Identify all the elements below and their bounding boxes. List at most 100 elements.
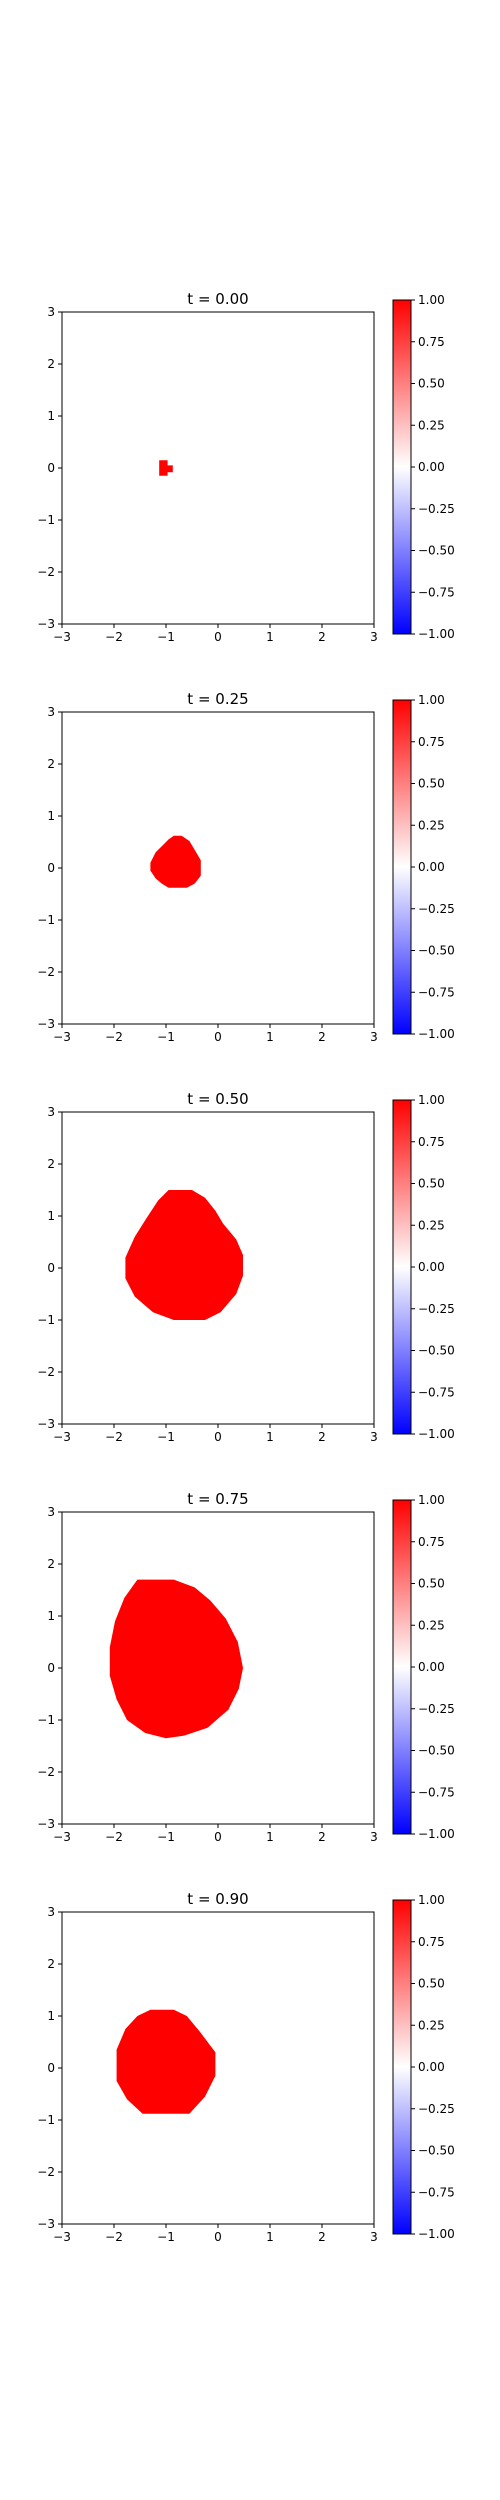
y-tick-label: 1	[47, 2009, 55, 2023]
x-tick-label: 0	[214, 1030, 222, 1044]
subplot-panels: t = 0.00 −3 −2 −1 0 1 2 3 −3 −2 −1 0 1 2 3 1.00 0.75 0.50…	[37, 290, 454, 2244]
colorbar-tick-label: 0.75	[418, 735, 445, 749]
x-tick-label: 0	[214, 1830, 222, 1844]
y-tick-label: 0	[47, 461, 55, 475]
x-tick-label: 2	[318, 1030, 326, 1044]
colorbar-tick-label: −0.50	[418, 1344, 455, 1358]
colorbar-tick-label: 0.00	[418, 2060, 445, 2074]
colorbar-tick-label: 1.00	[418, 1093, 445, 1107]
colorbar-tick-label: −0.25	[418, 1302, 455, 1316]
subplot-title: t = 0.90	[187, 1890, 248, 1908]
colorbar-tick-label: 0.00	[418, 460, 445, 474]
y-tick-label: 3	[47, 1105, 55, 1119]
x-tick-label: 2	[318, 1830, 326, 1844]
colorbar-tick-label: 1.00	[418, 1493, 445, 1507]
colorbar-tick-label: −1.00	[418, 1827, 455, 1841]
plot-area	[62, 712, 374, 1024]
heatmap-region	[150, 835, 201, 888]
x-tick-label: 0	[214, 1430, 222, 1444]
x-tick-label: 3	[370, 1830, 378, 1844]
x-tick-label: 3	[370, 630, 378, 644]
colorbar-tick-label: −0.75	[418, 2185, 455, 2199]
colorbar-tick-label: −1.00	[418, 627, 455, 641]
colorbar-tick-label: 0.50	[418, 377, 445, 391]
colorbar-tick-label: 1.00	[418, 293, 445, 307]
subplot-title: t = 0.75	[187, 1490, 248, 1508]
heatmap-region	[109, 1579, 243, 1739]
x-tick-label: −2	[105, 1830, 123, 1844]
colorbar-tick-label: −0.25	[418, 902, 455, 916]
x-tick-label: −3	[53, 1030, 71, 1044]
y-tick-label: 2	[47, 757, 55, 771]
colorbar-tick-label: 0.00	[418, 1260, 445, 1274]
y-tick-label: −1	[37, 1313, 55, 1327]
subplot: t = 0.00 −3 −2 −1 0 1 2 3 −3 −2 −1 0 1 2 3 1.00 0.75 0.50…	[37, 290, 454, 644]
x-tick-label: 2	[318, 2230, 326, 2244]
x-tick-label: 1	[266, 2230, 274, 2244]
colorbar	[392, 699, 412, 1035]
y-tick-label: 2	[47, 1557, 55, 1571]
x-tick-label: −3	[53, 2230, 71, 2244]
colorbar-tick-label: −0.75	[418, 1385, 455, 1399]
x-tick-label: 1	[266, 1430, 274, 1444]
colorbar-tick-label: 0.75	[418, 1535, 445, 1549]
y-tick-label: −3	[37, 1817, 55, 1831]
y-tick-label: 2	[47, 357, 55, 371]
x-tick-label: 2	[318, 630, 326, 644]
colorbar	[392, 1099, 412, 1435]
colorbar-tick-label: −0.75	[418, 985, 455, 999]
y-tick-label: 0	[47, 861, 55, 875]
subplot-title: t = 0.50	[187, 1090, 248, 1108]
x-tick-label: 0	[214, 2230, 222, 2244]
heatmap-region	[159, 460, 173, 476]
x-tick-label: −2	[105, 630, 123, 644]
y-tick-label: 0	[47, 1661, 55, 1675]
colorbar-tick-label: −0.50	[418, 2144, 455, 2158]
colorbar-tick-label: 0.25	[418, 418, 445, 432]
y-tick-label: −2	[37, 2165, 55, 2179]
x-tick-label: 3	[370, 1030, 378, 1044]
x-tick-label: −1	[157, 1030, 175, 1044]
x-tick-label: −2	[105, 2230, 123, 2244]
y-tick-label: −1	[37, 1713, 55, 1727]
colorbar-tick-label: −0.50	[418, 1744, 455, 1758]
colorbar-tick-label: 0.50	[418, 777, 445, 791]
heatmap-region	[125, 1190, 243, 1320]
x-tick-label: −2	[105, 1030, 123, 1044]
colorbar-tick-label: 0.00	[418, 860, 445, 874]
subplot-title: t = 0.25	[187, 690, 248, 708]
y-tick-label: −1	[37, 2113, 55, 2127]
colorbar-tick-label: −0.25	[418, 2102, 455, 2116]
x-tick-label: −2	[105, 1430, 123, 1444]
colorbar-tick-label: 0.25	[418, 1618, 445, 1632]
x-tick-label: 1	[266, 630, 274, 644]
y-tick-label: −1	[37, 513, 55, 527]
y-tick-label: 1	[47, 809, 55, 823]
colorbar	[392, 299, 412, 635]
colorbar-tick-label: 1.00	[418, 1893, 445, 1907]
y-tick-label: −3	[37, 1017, 55, 1031]
y-tick-label: 1	[47, 1609, 55, 1623]
colorbar-tick-label: 1.00	[418, 693, 445, 707]
x-tick-label: 0	[214, 630, 222, 644]
y-tick-label: 2	[47, 1957, 55, 1971]
subplot: t = 0.75 −3 −2 −1 0 1 2 3 −3 −2 −1 0 1 2 3 1.00 0.75 0.50…	[37, 1490, 454, 1844]
y-tick-label: −2	[37, 1765, 55, 1779]
y-tick-label: −3	[37, 1417, 55, 1431]
colorbar-tick-label: 0.25	[418, 2018, 445, 2032]
y-tick-label: 3	[47, 705, 55, 719]
colorbar-tick-label: −0.25	[418, 1702, 455, 1716]
plot-area	[62, 312, 374, 624]
colorbar	[392, 1899, 412, 2235]
colorbar-tick-label: 0.00	[418, 1660, 445, 1674]
x-tick-label: −1	[157, 1430, 175, 1444]
colorbar-tick-label: −1.00	[418, 1427, 455, 1441]
x-tick-label: −1	[157, 2230, 175, 2244]
x-tick-label: −3	[53, 1830, 71, 1844]
colorbar-tick-label: −0.50	[418, 944, 455, 958]
y-tick-label: 0	[47, 2061, 55, 2075]
x-tick-label: −1	[157, 1830, 175, 1844]
x-tick-label: 2	[318, 1430, 326, 1444]
colorbar-tick-label: 0.75	[418, 1935, 445, 1949]
